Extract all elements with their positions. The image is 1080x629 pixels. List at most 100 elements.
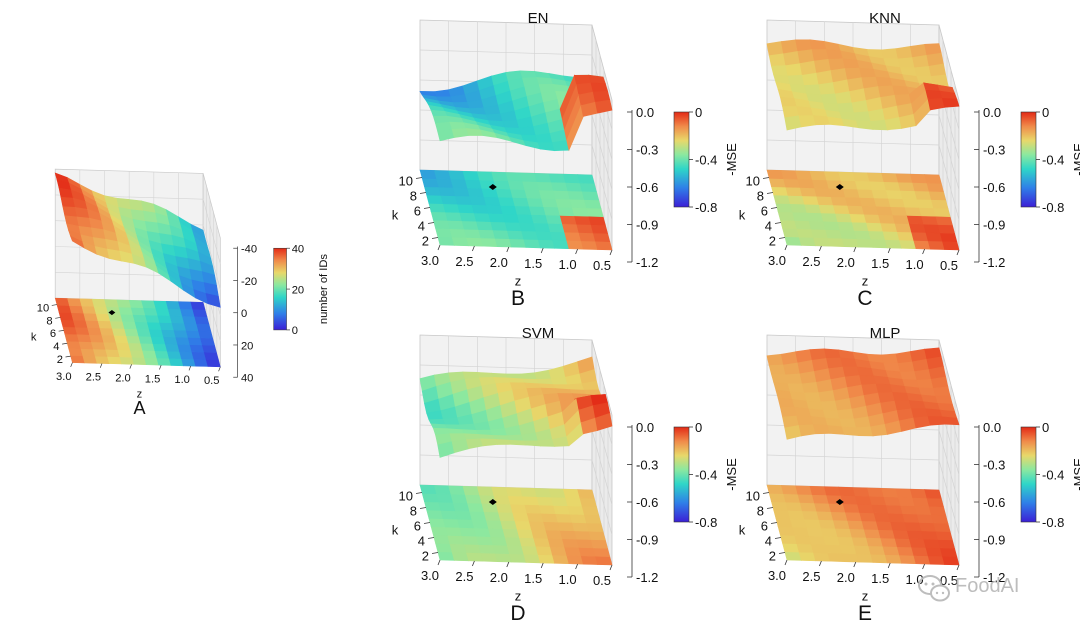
heatmap-cell xyxy=(906,530,925,540)
heatmap-cell xyxy=(809,485,827,496)
heatmap-cell xyxy=(200,337,215,346)
heatmap-cell xyxy=(562,173,581,184)
heatmap-cell xyxy=(62,326,78,335)
heatmap-cell xyxy=(818,519,836,529)
heatmap-cell xyxy=(521,545,539,555)
x-tick-mark xyxy=(437,244,441,251)
heatmap-cell xyxy=(451,551,470,562)
y-tick-mark xyxy=(55,317,61,319)
heatmap-cell xyxy=(766,169,784,180)
heatmap-cell xyxy=(847,520,865,530)
y-tick-label: 6 xyxy=(414,204,421,219)
x-tick-label: 2.5 xyxy=(455,569,473,584)
heatmap-cell xyxy=(424,186,442,196)
heatmap-cell xyxy=(818,204,836,214)
x-tick-mark xyxy=(472,245,475,252)
heatmap-cell xyxy=(466,237,484,247)
heatmap-cell xyxy=(101,334,117,343)
y-tick-label: 4 xyxy=(418,219,425,234)
heatmap-cell xyxy=(590,224,608,234)
x-tick-label: 0.5 xyxy=(940,573,958,588)
y-tick-mark xyxy=(431,237,439,239)
colorbar-tick-label: 0 xyxy=(1042,420,1049,435)
y-tick-label: 4 xyxy=(418,534,425,549)
surface-facet xyxy=(868,108,886,122)
heatmap-cell xyxy=(124,328,140,337)
heatmap-cell xyxy=(804,203,822,214)
heatmap-cell xyxy=(471,519,489,529)
heatmap-cell xyxy=(835,528,853,538)
heatmap-cell xyxy=(880,537,898,547)
heatmap-cell xyxy=(908,223,927,233)
heatmap-cell xyxy=(181,358,197,367)
surface-facet xyxy=(914,65,932,77)
heatmap-cell xyxy=(887,513,906,523)
heatmap-cell xyxy=(506,545,525,555)
heatmap-cell xyxy=(840,495,858,505)
heatmap-cell xyxy=(577,174,595,184)
heatmap-cell xyxy=(179,351,195,360)
heatmap-cell xyxy=(488,528,506,538)
heatmap-cell xyxy=(435,543,453,553)
heatmap-cell xyxy=(509,238,527,248)
heatmap-cell xyxy=(884,554,903,564)
y-tick-mark xyxy=(766,507,774,509)
heatmap-cell xyxy=(586,207,604,217)
heatmap-cell xyxy=(433,170,452,180)
x-axis-label: z xyxy=(862,589,869,604)
heatmap-cell xyxy=(842,503,861,513)
heatmap-cell xyxy=(797,493,815,504)
y-tick-mark xyxy=(423,207,431,209)
heatmap-cell xyxy=(820,527,839,537)
heatmap-cell xyxy=(928,505,947,516)
heatmap-cell xyxy=(909,488,928,499)
heatmap-cell xyxy=(782,543,800,553)
panel-b-z-ticks: 0.0 -0.3 -0.6 -0.9 -1.2 xyxy=(627,105,658,270)
heatmap-cell xyxy=(865,222,884,232)
heatmap-cell xyxy=(580,240,599,250)
surface-facet xyxy=(595,99,613,114)
surface-facet xyxy=(870,119,888,131)
heatmap-cell xyxy=(58,312,74,321)
z-tick-label: -40 xyxy=(241,244,257,256)
heatmap-cell xyxy=(430,526,449,536)
colorbar-tick-label: -0.8 xyxy=(695,515,717,530)
x-tick-mark xyxy=(159,365,162,370)
heatmap-cell xyxy=(561,223,580,233)
heatmap-cell xyxy=(550,496,569,507)
surface-facet xyxy=(930,376,949,389)
colorbar-gradient xyxy=(673,111,690,208)
heatmap-cell xyxy=(574,215,592,225)
surface-facet xyxy=(818,82,836,96)
heatmap-cell xyxy=(476,486,495,496)
heatmap-cell xyxy=(91,298,107,307)
heatmap-cell xyxy=(766,484,784,495)
heatmap-cell xyxy=(559,530,578,540)
heatmap-cell xyxy=(510,188,528,199)
heatmap-cell xyxy=(555,513,573,523)
heatmap-cell xyxy=(440,195,458,205)
y-tick-mark xyxy=(762,177,770,179)
heatmap-cell xyxy=(107,313,123,322)
heatmap-cell xyxy=(930,199,949,209)
y-tick-mark xyxy=(427,222,435,224)
heatmap-cell xyxy=(902,198,920,208)
heatmap-cell xyxy=(865,537,884,547)
heatmap-cell xyxy=(823,171,842,181)
heatmap-cell xyxy=(918,207,937,217)
heatmap-cell xyxy=(925,547,943,557)
heatmap-cell xyxy=(881,488,899,498)
gridline xyxy=(419,454,613,536)
panel-letter: B xyxy=(511,287,525,310)
surface-facet xyxy=(818,390,836,403)
heatmap-cell xyxy=(167,308,183,317)
panel-letter: D xyxy=(510,602,525,625)
colorbar-label: -MSE xyxy=(724,143,739,176)
x-tick-label: 2.0 xyxy=(837,570,855,585)
heatmap-cell xyxy=(115,342,131,351)
heatmap-cell xyxy=(117,349,133,358)
y-tick-label: 2 xyxy=(422,549,429,564)
heatmap-cell xyxy=(173,329,189,338)
